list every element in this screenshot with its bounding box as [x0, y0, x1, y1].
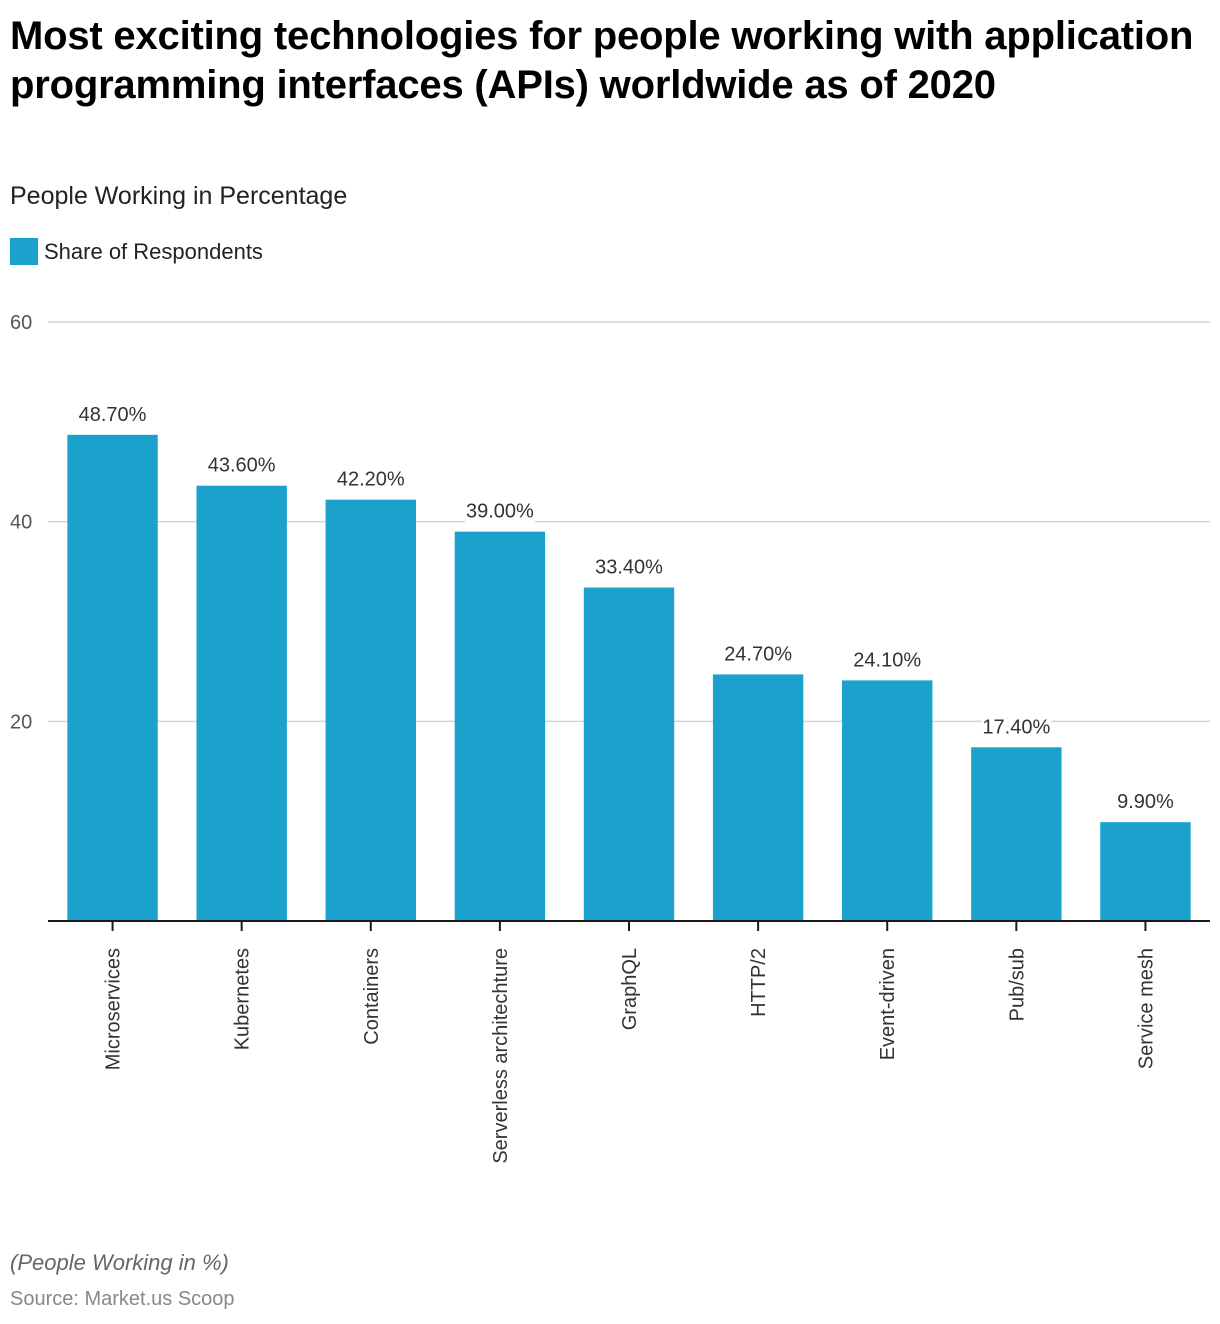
- chart-title: Most exciting technologies for people wo…: [10, 14, 1194, 107]
- value-label-backing: [335, 466, 406, 491]
- bar: [196, 485, 287, 921]
- value-label: 48.70%: [79, 404, 147, 426]
- value-label: 24.10%: [853, 649, 921, 671]
- value-label-backing: [206, 452, 277, 477]
- legend-label: Share of Respondents: [44, 239, 263, 264]
- x-tick-label: Pub/sub: [1006, 948, 1028, 1021]
- value-label-backing: [464, 498, 535, 523]
- value-label-backing: [594, 554, 664, 579]
- legend: Share of Respondents: [10, 238, 263, 265]
- y-tick-label: 20: [10, 711, 32, 733]
- chart-subtitle: People Working in Percentage: [10, 182, 348, 210]
- value-label: 43.60%: [208, 455, 276, 477]
- value-label-backing: [1115, 789, 1175, 814]
- x-tick-label: GraphQL: [619, 948, 641, 1030]
- x-axis: [48, 920, 1210, 931]
- bars: [67, 434, 1191, 921]
- bar: [325, 499, 416, 921]
- x-tick-label: Kubernetes: [232, 948, 254, 1050]
- value-label: 17.40%: [982, 716, 1050, 738]
- value-labels: 48.70% 43.60% 42.20% 39.00% 33.40% 24.70% 24.1…: [77, 401, 1175, 814]
- bar: [712, 674, 804, 921]
- value-label: 9.90%: [1117, 791, 1174, 813]
- x-tick-labels: Microservices Kubernetes Containers Serverl…: [103, 948, 1158, 1164]
- legend-swatch: [10, 238, 38, 265]
- y-tick-label: 60: [10, 312, 32, 334]
- footer-note: (People Working in %): [10, 1250, 229, 1275]
- value-label-backing: [723, 641, 794, 666]
- value-label: 39.00%: [466, 501, 534, 523]
- x-tick-label: Service mesh: [1135, 948, 1157, 1069]
- x-tick-label: Microservices: [103, 948, 125, 1070]
- x-tick-label: Event-driven: [877, 948, 899, 1060]
- value-label-backing: [77, 401, 148, 426]
- y-tick-label: 40: [10, 512, 32, 534]
- x-tick-label: Containers: [361, 948, 383, 1045]
- bar: [583, 587, 675, 921]
- value-label: 33.40%: [595, 557, 663, 579]
- bar-chart: 20 40 60 48.70% 43.60% 42.20% 39.00% 33.40% 24.…: [10, 312, 1210, 1164]
- bar: [971, 747, 1062, 921]
- x-tick-label: HTTP/2: [748, 948, 770, 1017]
- x-tick-label: Serverless architechture: [490, 948, 512, 1164]
- bar: [67, 434, 158, 921]
- bar: [842, 680, 933, 921]
- value-label: 42.20%: [337, 469, 405, 491]
- source-credit: Source: Market.us Scoop: [10, 1288, 235, 1310]
- value-label: 24.70%: [724, 643, 792, 665]
- bar: [454, 531, 546, 921]
- value-label-backing: [981, 714, 1052, 739]
- value-label-backing: [852, 647, 923, 672]
- bar: [1100, 822, 1191, 921]
